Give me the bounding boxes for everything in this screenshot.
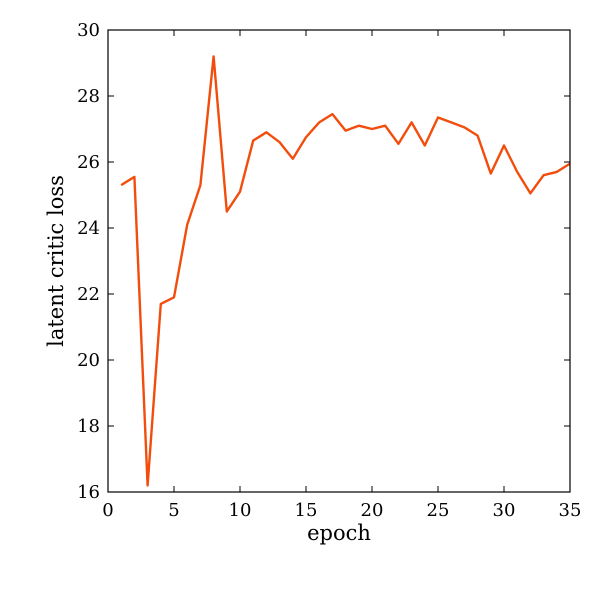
y-tick-label: 20 (77, 350, 100, 371)
x-tick-label: 5 (168, 500, 179, 521)
y-tick-label: 26 (77, 152, 100, 173)
x-axis-label: epoch (307, 521, 371, 545)
x-tick-label: 25 (427, 500, 450, 521)
y-tick-label: 18 (77, 416, 100, 437)
x-tick-label: 30 (493, 500, 516, 521)
y-tick-label: 30 (77, 20, 100, 41)
x-tick-label: 35 (559, 500, 582, 521)
y-tick-label: 24 (77, 218, 100, 239)
y-tick-label: 22 (77, 284, 100, 305)
y-tick-label: 16 (77, 482, 100, 503)
y-axis-label: latent critic loss (44, 175, 68, 347)
x-axis: 0 5 10 15 20 25 30 35 (102, 30, 581, 521)
x-tick-label: 20 (361, 500, 384, 521)
x-tick-label: 10 (229, 500, 252, 521)
y-axis: 16 18 20 22 24 26 28 30 (77, 20, 570, 503)
x-tick-label: 0 (102, 500, 113, 521)
x-tick-label: 15 (295, 500, 318, 521)
plot-frame (107, 29, 571, 493)
plot-area (120, 55, 571, 487)
y-tick-label: 28 (77, 86, 100, 107)
